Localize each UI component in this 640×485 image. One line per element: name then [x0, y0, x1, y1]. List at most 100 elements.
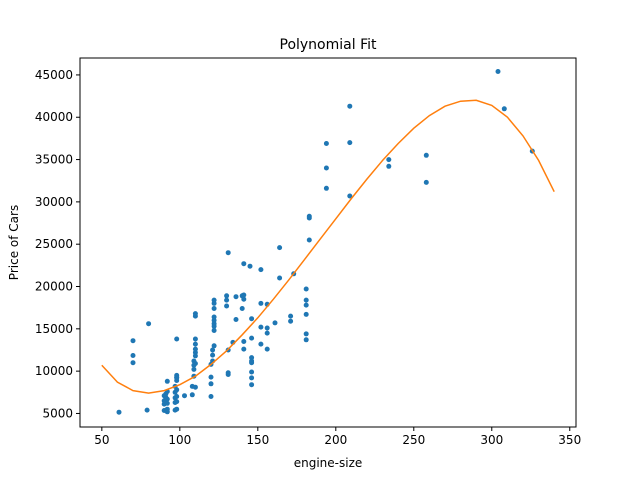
y-tick-label: 15000	[35, 322, 73, 336]
fit-curve	[101, 99, 555, 394]
x-tick-label: 350	[558, 433, 581, 447]
data-point	[272, 320, 278, 326]
y-tick-label: 5000	[42, 406, 73, 420]
data-point	[241, 292, 247, 298]
data-point	[211, 328, 217, 333]
data-point	[347, 193, 353, 199]
data-point	[208, 381, 214, 387]
data-point	[241, 346, 247, 352]
data-point	[192, 346, 198, 352]
x-tick-label: 300	[480, 433, 503, 447]
data-point	[192, 384, 198, 390]
data-point	[224, 297, 230, 303]
y-tick-label: 40000	[35, 110, 73, 124]
data-point	[116, 409, 122, 415]
y-axis-label: Price of Cars	[7, 205, 21, 280]
data-point	[249, 369, 255, 375]
axes-frame	[79, 57, 577, 428]
data-point	[323, 165, 329, 171]
data-point	[174, 387, 180, 393]
data-point	[495, 69, 501, 74]
y-tick-label: 35000	[35, 153, 73, 167]
data-point	[192, 336, 198, 342]
data-point	[249, 335, 255, 341]
data-point	[241, 339, 247, 344]
data-point	[208, 374, 214, 380]
data-point	[249, 382, 255, 388]
data-point	[182, 393, 187, 399]
data-point	[303, 302, 309, 308]
data-point	[146, 321, 152, 327]
data-point	[233, 294, 239, 300]
x-tick-label: 250	[402, 433, 425, 447]
data-point	[306, 237, 312, 243]
data-point	[211, 306, 217, 311]
data-point	[347, 103, 353, 109]
data-point	[224, 303, 230, 309]
x-axis-ticks: 50 100 150 200 250 300 350	[94, 427, 581, 447]
x-tick-label: 150	[246, 433, 269, 447]
y-tick-label: 20000	[35, 280, 73, 294]
data-point	[258, 267, 264, 273]
data-point	[303, 297, 309, 303]
data-point	[192, 341, 198, 347]
data-point	[192, 311, 198, 317]
data-point	[144, 407, 150, 413]
y-tick-label: 30000	[35, 195, 73, 209]
data-point	[501, 106, 507, 112]
data-point	[174, 399, 180, 405]
data-point	[211, 323, 217, 329]
y-tick-label: 10000	[35, 364, 73, 378]
data-point	[192, 361, 198, 366]
data-point	[189, 392, 195, 398]
data-point	[258, 324, 264, 330]
data-point	[224, 293, 230, 299]
plot-area	[101, 69, 555, 415]
data-point	[386, 157, 392, 163]
data-point	[174, 394, 180, 399]
data-point	[303, 331, 309, 337]
data-point	[306, 213, 312, 219]
data-point	[423, 179, 429, 185]
data-point	[211, 300, 217, 306]
data-point	[210, 347, 216, 353]
data-point	[247, 263, 253, 269]
data-point	[288, 318, 294, 324]
data-point	[164, 396, 170, 402]
data-point	[174, 374, 180, 380]
data-point	[347, 140, 353, 146]
data-point	[423, 152, 429, 158]
x-axis-label: engine-size	[294, 456, 363, 470]
data-point	[191, 366, 197, 372]
y-tick-label: 25000	[35, 237, 73, 251]
data-point	[241, 296, 247, 302]
data-point	[225, 370, 231, 376]
data-point	[277, 245, 283, 251]
data-point	[288, 313, 294, 319]
data-point	[264, 325, 270, 331]
data-point	[130, 338, 136, 344]
x-tick-label: 100	[168, 433, 191, 447]
data-point	[130, 353, 136, 358]
data-point	[174, 406, 180, 412]
data-point	[208, 394, 214, 399]
data-point	[249, 316, 255, 322]
x-tick-label: 50	[94, 433, 109, 447]
data-point	[174, 336, 180, 342]
data-point	[303, 337, 309, 343]
data-point	[239, 306, 245, 311]
x-tick-label: 200	[324, 433, 347, 447]
data-point	[258, 300, 264, 306]
data-point	[264, 330, 270, 336]
y-tick-label: 45000	[35, 68, 73, 82]
data-point	[210, 352, 216, 358]
data-point	[264, 346, 270, 352]
data-point	[164, 400, 170, 406]
data-point	[225, 250, 231, 256]
chart-title: Polynomial Fit	[280, 37, 377, 53]
data-point	[249, 355, 255, 361]
data-point	[249, 375, 255, 381]
data-point	[241, 261, 247, 267]
data-point	[258, 341, 264, 347]
